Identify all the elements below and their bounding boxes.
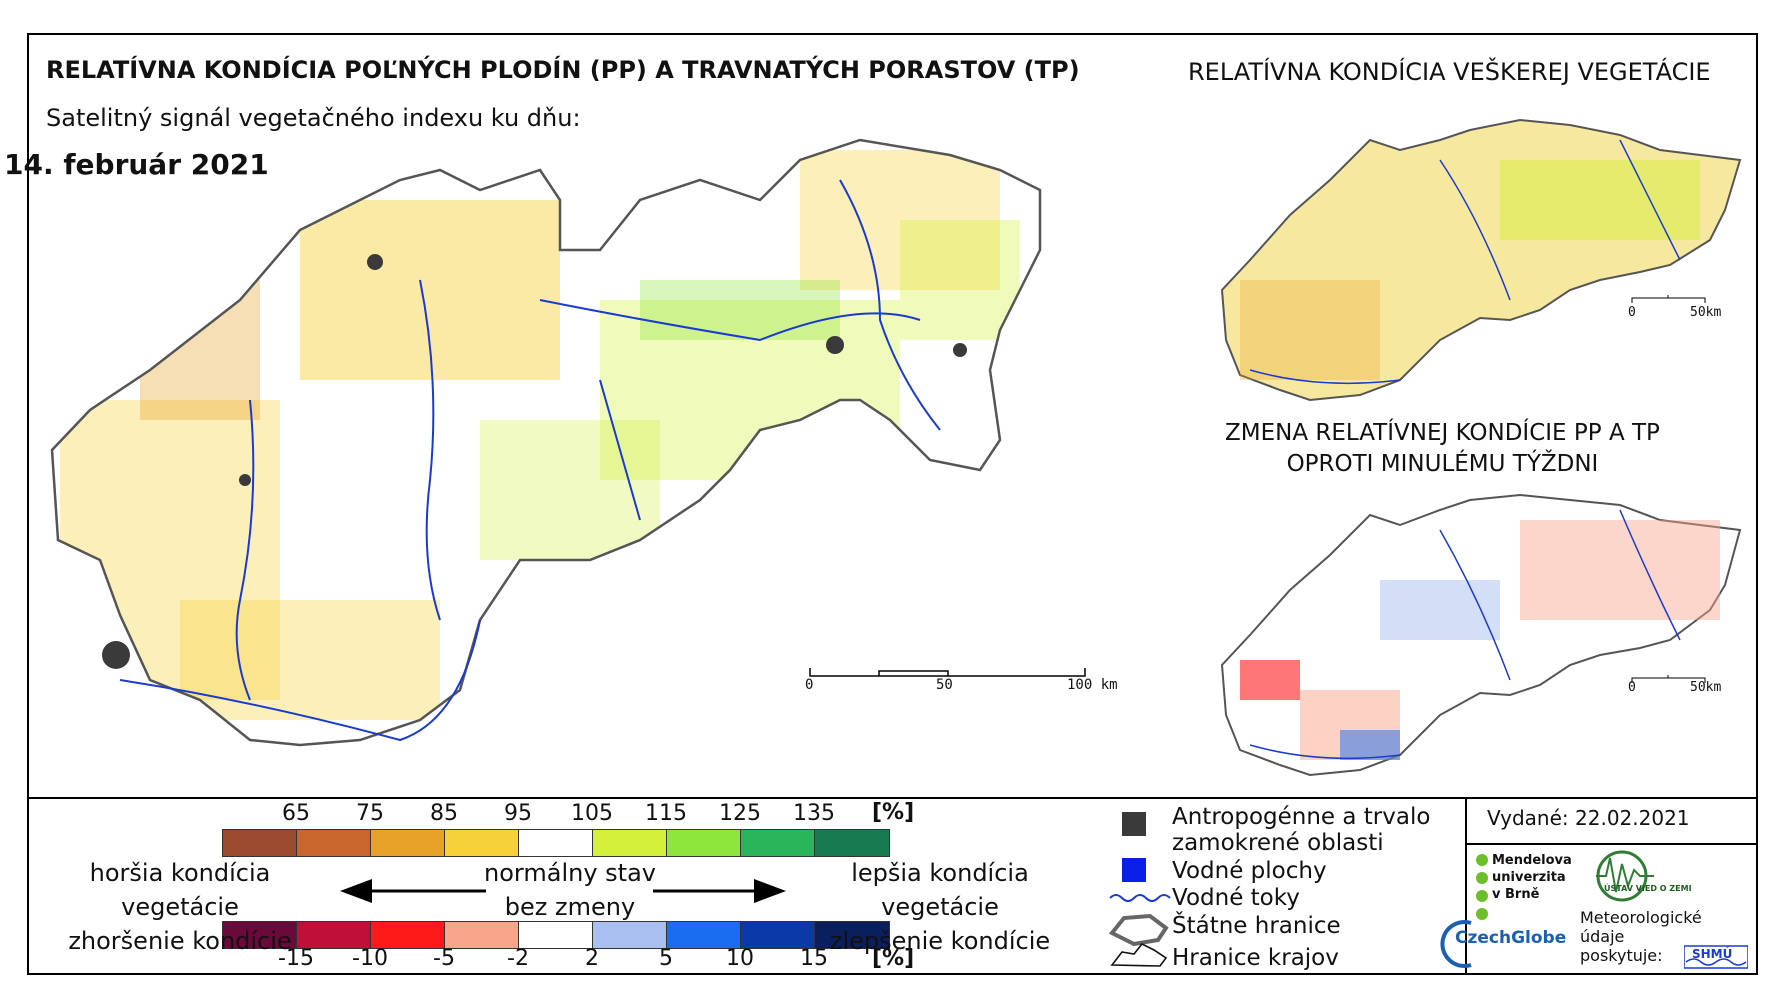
issued-divider [1465, 843, 1758, 845]
condition-legend-tick-label: 125 [719, 801, 761, 826]
bottom-scale-50: 50km [1690, 680, 1722, 695]
condition-legend-tick-label: 115 [645, 801, 687, 826]
condition-legend-swatch [297, 830, 371, 856]
main-condition-map [50, 138, 1042, 747]
condition-legend-tick-label: 75 [356, 801, 384, 826]
top-scale-50: 50km [1690, 305, 1722, 320]
change-legend-swatch [741, 922, 815, 948]
condition-legend-swatch [519, 830, 593, 856]
change-legend-tick-label: 10 [726, 946, 754, 971]
worse-label-line1: horšia kondícia vegetácie [89, 859, 271, 921]
weekly-change-title: ZMENA RELATÍVNEJ KONDÍCIE PP A TP OPROTI… [1225, 418, 1660, 480]
issued-date: Vydané: 22.02.2021 [1487, 806, 1690, 830]
condition-legend-tick-label: 135 [793, 801, 835, 826]
change-legend-bar [222, 921, 890, 949]
meteo-text: Meteorologické údaje poskytuje: [1580, 908, 1702, 965]
top-scale-0: 0 [1628, 305, 1636, 320]
change-legend-tick-label: -5 [433, 946, 455, 971]
overall-vegetation-map [1220, 118, 1742, 402]
better-label-line2: zlepšenie kondície [829, 927, 1051, 955]
change-legend-tick-label: 5 [659, 946, 673, 971]
change-legend-swatch [815, 922, 889, 948]
legend-divider [27, 797, 1758, 799]
legend-divider-vertical [1465, 797, 1467, 975]
mendel-line3: v Brně [1492, 887, 1540, 902]
condition-legend-tick-label: 65 [282, 801, 310, 826]
figure-frame [27, 33, 1758, 975]
mendel-line2: univerzita [1492, 870, 1566, 885]
change-legend-tick-label: -15 [278, 946, 314, 971]
condition-legend-tick-label: 85 [430, 801, 458, 826]
condition-legend-swatch [593, 830, 667, 856]
change-legend-swatch [593, 922, 667, 948]
better-label-line1: lepšia kondícia vegetácie [851, 859, 1029, 921]
czechglobe-text: CzechGlobe [1455, 928, 1567, 948]
weekly-change-title-line2: OPROTI MINULÉMU TÝŽDNI [1286, 451, 1599, 477]
weekly-change-map [1220, 493, 1742, 777]
worse-label-line2: zhoršenie kondície [68, 927, 292, 955]
main-scalebar [809, 668, 1086, 677]
change-legend-tick-label: 15 [800, 946, 828, 971]
weekly-change-title-line1: ZMENA RELATÍVNEJ KONDÍCIE PP A TP [1225, 420, 1660, 446]
better-label: lepšia kondícia vegetácie zlepšenie kond… [790, 856, 1090, 958]
change-legend-tick-label: -10 [352, 946, 388, 971]
overall-vegetation-title: RELATÍVNA KONDÍCIA VEŠKEREJ VEGETÁCIE [1188, 58, 1711, 86]
meteo-line2: údaje [1580, 927, 1625, 946]
change-legend-swatch [297, 922, 371, 948]
water-label: Vodné plochy [1172, 858, 1327, 884]
condition-legend-bar [222, 829, 890, 857]
main-scale-0: 0 [805, 677, 814, 693]
normal-label-line2: bez zmeny [504, 893, 636, 921]
bottom-scale-0: 0 [1628, 680, 1636, 695]
subtitle: Satelitný signál vegetačného indexu ku d… [46, 104, 581, 132]
anthropogenic-label-line2: zamokrené oblasti [1172, 830, 1384, 856]
change-legend-unit: [%] [872, 946, 915, 971]
river-line-icon [1109, 894, 1171, 902]
region-border-icon [1110, 942, 1168, 967]
anthropogenic-swatch [1122, 812, 1146, 836]
worse-label: horšia kondícia vegetácie zhoršenie kond… [30, 856, 330, 958]
condition-legend-swatch [667, 830, 741, 856]
anthropogenic-label: Antropogénne a trvalo zamokrené oblasti [1172, 804, 1430, 856]
change-legend-swatch [519, 922, 593, 948]
change-legend-swatch [667, 922, 741, 948]
better-arrow-icon [653, 879, 786, 903]
condition-legend-tick-label: 95 [504, 801, 532, 826]
condition-legend-swatch [371, 830, 445, 856]
main-scale-100: 100 km [1067, 677, 1118, 693]
worse-arrow-icon [340, 879, 486, 903]
main-scale-50: 50 [936, 677, 953, 693]
meteo-line1: Meteorologické [1580, 908, 1702, 927]
condition-legend-swatch [741, 830, 815, 856]
normal-label: normálny stav bez zmeny [460, 856, 680, 924]
state-border-icon [1108, 913, 1169, 947]
normal-label-line1: normálny stav [484, 859, 656, 887]
state-border-label: Štátne hranice [1172, 913, 1341, 939]
meteo-line3: poskytuje: [1580, 946, 1663, 965]
change-legend-tick-label: -2 [507, 946, 529, 971]
uvz-text: ÚSTAV VIED O ZEMI [1604, 884, 1692, 893]
region-border-label: Hranice krajov [1172, 945, 1339, 971]
condition-legend-swatch [445, 830, 519, 856]
change-legend-tick-label: 2 [585, 946, 599, 971]
condition-legend-tick-label: 105 [571, 801, 613, 826]
date-label: 14. február 2021 [4, 148, 269, 181]
condition-legend-unit: [%] [872, 800, 915, 825]
rivers-label: Vodné toky [1172, 885, 1300, 911]
change-legend-swatch [223, 922, 297, 948]
condition-legend-swatch [815, 830, 889, 856]
change-legend-swatch [445, 922, 519, 948]
water-swatch [1122, 858, 1146, 882]
shmu-text: SHMÚ [1692, 947, 1733, 961]
change-legend-swatch [371, 922, 445, 948]
anthropogenic-label-line1: Antropogénne a trvalo [1172, 804, 1431, 830]
mendel-line1: Mendelova [1492, 853, 1572, 868]
condition-legend-swatch [223, 830, 297, 856]
main-title: RELATÍVNA KONDÍCIA POĽNÝCH PLODÍN (PP) A… [46, 56, 1080, 84]
